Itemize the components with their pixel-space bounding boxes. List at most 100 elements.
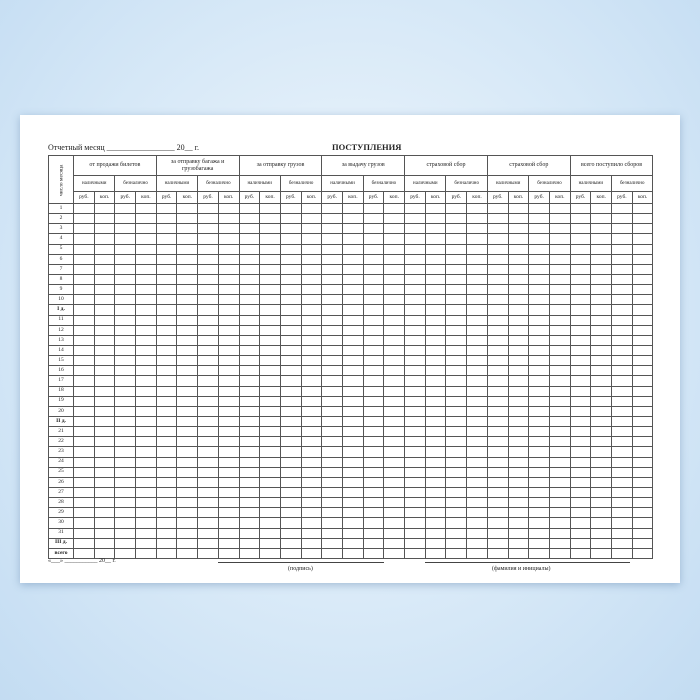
table-cell [73, 294, 95, 306]
table-cell [507, 243, 530, 255]
table-cell [238, 273, 261, 286]
table-cell [93, 243, 116, 255]
table-cell [300, 507, 323, 519]
table-cell [114, 537, 137, 549]
table-cell [424, 436, 447, 448]
table-cell [466, 314, 488, 326]
unit-header: коп. [466, 191, 488, 204]
table-row: 13 [48, 334, 654, 346]
table-cell [342, 263, 364, 275]
table-cell [466, 537, 488, 549]
table-cell [300, 355, 323, 367]
table-cell [362, 365, 385, 377]
table-cell [155, 334, 178, 346]
unit-header: руб. [155, 191, 178, 204]
table-cell [424, 233, 447, 245]
table-cell [93, 547, 116, 559]
table-cell [404, 375, 426, 387]
table-cell [466, 243, 488, 255]
row-label: 5 [48, 243, 74, 255]
table-cell [279, 243, 302, 255]
table-row: 19 [48, 395, 654, 407]
table-cell [569, 517, 592, 529]
table-cell [238, 486, 261, 499]
table-cell [114, 395, 137, 407]
table-cell [176, 547, 199, 559]
unit-header: руб. [404, 191, 426, 204]
table-cell [73, 365, 95, 377]
table-cell [73, 324, 95, 336]
table-cell [445, 476, 468, 488]
table-cell [238, 527, 261, 539]
table-cell [445, 304, 468, 316]
table-cell [197, 486, 219, 499]
table-cell [466, 426, 488, 438]
table-cell [486, 507, 509, 519]
table-cell [73, 547, 95, 559]
table-cell [507, 405, 530, 417]
table-cell [404, 507, 426, 519]
table-cell [507, 456, 530, 468]
table-cell [217, 355, 240, 367]
table-cell [424, 446, 447, 458]
table-cell [507, 375, 530, 387]
row-label: 26 [48, 476, 74, 488]
table-cell [259, 466, 281, 478]
table-cell [486, 243, 509, 255]
table-cell [631, 426, 654, 438]
unit-header: руб. [569, 191, 592, 204]
row-label: 12 [48, 324, 74, 336]
table-cell [300, 284, 323, 296]
table-cell [528, 233, 550, 245]
page-title: ПОСТУПЛЕНИЯ [332, 142, 402, 152]
document-page: Отчетный месяц _________________ 20__ г.… [20, 115, 680, 583]
table-cell [528, 507, 550, 519]
table-cell [197, 324, 219, 336]
table-cell [362, 304, 385, 316]
table-cell [135, 213, 157, 225]
table-cell [424, 263, 447, 275]
table-cell [569, 537, 592, 549]
table-cell [569, 365, 592, 377]
table-cell [300, 476, 323, 488]
table-cell [362, 223, 385, 235]
table-cell [424, 253, 447, 265]
table-cell [611, 324, 633, 336]
table-cell [135, 284, 157, 296]
table-cell [507, 253, 530, 265]
table-cell [73, 223, 95, 235]
table-cell [300, 466, 323, 478]
table-cell [321, 213, 344, 225]
table-cell [279, 263, 302, 275]
table-cell [279, 426, 302, 438]
table-cell [569, 507, 592, 519]
table-cell [528, 243, 550, 255]
table-cell [300, 537, 323, 549]
row-label: 3 [48, 223, 74, 235]
table-cell [445, 395, 468, 407]
table-cell [569, 344, 592, 357]
table-cell [404, 284, 426, 296]
table-cell [383, 395, 406, 407]
table-cell [383, 497, 406, 509]
table-cell [507, 233, 530, 245]
table-cell [383, 436, 406, 448]
row-label: 7 [48, 263, 74, 275]
table-cell [135, 527, 157, 539]
signature-line [218, 562, 384, 563]
table-cell [445, 355, 468, 367]
subgroup-header: наличными [72, 175, 116, 192]
row-label: III д. [48, 537, 74, 549]
table-cell [73, 497, 95, 509]
table-cell [548, 314, 571, 326]
table-cell [383, 446, 406, 458]
table-cell [631, 253, 654, 265]
table-cell [135, 415, 157, 428]
table-row: 30 [48, 517, 654, 529]
table-cell [569, 334, 592, 346]
table-cell [611, 547, 633, 559]
table-cell [342, 213, 364, 225]
name-line [425, 562, 630, 563]
table-cell [176, 263, 199, 275]
table-cell [424, 426, 447, 438]
